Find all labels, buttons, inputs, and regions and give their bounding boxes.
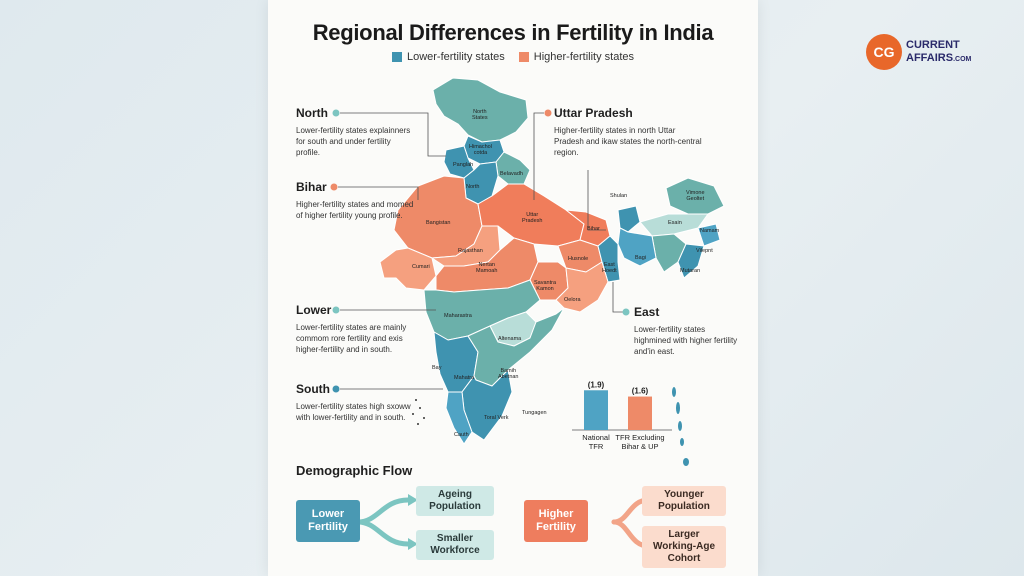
label-north: North [466,184,480,190]
map-legend: Lower-fertility states Higher-fertility … [268,51,758,63]
flow-younger-population: Younger Population [642,486,726,516]
tfr-category-label-0: National [582,433,610,442]
label-husnole: Husnole [568,256,589,262]
annotation-south-heading: South [296,382,330,396]
label-mutaran: Mutaran [680,268,701,274]
region-oelora [555,261,609,313]
annotation-bihar-heading: Bihar [296,180,327,194]
tfr-value-label-0: (1.9) [588,380,605,389]
flow-title: Demographic Flow [296,463,413,478]
annotation-north-body: Lower-fertility states explainners for s… [296,126,411,157]
annotation-east: East Lower-fertility states highmined wi… [634,305,744,357]
region-mutaran [677,243,705,279]
annotation-south-body: Lower-fertility states high sxoww with l… [296,402,411,422]
tfr-category-label-1: Bihar & UP [621,442,658,451]
label-oelora: Oelora [564,297,581,303]
label-panjab: Panglah [453,162,474,168]
annotation-bihar-body: Higher-fertility states and momed of hig… [296,200,414,220]
region-namam [697,223,721,247]
infographic-card: Regional Differences in Fertility in Ind… [268,0,758,576]
legend-label-lower: Lower-fertility states [406,51,505,63]
label-tungagen: Tungagen [522,410,547,416]
logo-initials: CG [866,34,902,70]
annotation-north-heading: North [296,106,328,120]
region-belavadh [495,151,531,185]
flow-lower-fertility: Lower Fertility [296,500,360,542]
annotation-north: North Lower-fertility states explainners… [296,106,416,158]
tfr-bar-0 [584,390,608,430]
label-mahatra: Mahatra [454,375,475,381]
label-vilepnt: Vilepnt [696,248,713,254]
andaman-islands [672,387,689,466]
flow-ageing-population: Ageing Population [416,486,494,516]
label-vimone: Vimone Geoltet [686,190,705,202]
legend-label-higher: Higher-fertility states [533,51,635,63]
label-bihar: Bihar [587,226,600,232]
label-east-hoedt: East Hoedt [602,262,617,274]
flow-smaller-workforce: Smaller Workforce [416,530,494,560]
label-savantra: Savantra Kamon [534,280,557,292]
region-cumari [379,247,437,291]
label-cumari: Cumari [412,264,430,270]
legend-swatch-higher [518,52,529,62]
flow-higher-fertility: Higher Fertility [524,500,588,542]
tfr-value-label-1: (1.6) [632,387,649,396]
annotation-east-body: Lower-fertility states highmined with hi… [634,325,738,356]
annotation-lower-body: Lower-fertility states are mainly commom… [296,323,407,354]
current-affairs-logo: CG CURRENT AFFAIRS.COM [866,34,971,70]
label-esain: Esain [668,220,682,226]
tfr-category-label-1: TFR Excluding [615,433,664,442]
india-fertility-map [330,77,725,466]
label-maharastra: Maharastra [444,313,472,319]
label-nertan-mamoah: Nertan Mamoah [476,262,498,274]
annotation-up-heading: Uttar Pradesh [554,106,633,120]
label-north-states: North States [472,109,488,121]
annotation-south: South Lower-fertility states high sxoww … [296,382,416,423]
label-cauth: Cauth [454,432,469,438]
annotation-lower-heading: Lower [296,303,332,317]
region-cauth [445,391,473,445]
label-bagi: Bagi [635,255,647,261]
lakshadweep-islands [412,399,425,425]
label-uttar-pradesh: Uttar Pradesh [522,212,543,224]
label-altenama: Altenama [498,336,522,342]
legend-item-lower: Lower-fertility states [391,51,505,63]
logo-wordmark: CURRENT AFFAIRS.COM [906,39,971,66]
legend-item-higher: Higher-fertility states [518,51,635,63]
label-shulan: Shulan [610,193,628,199]
region-bagi [617,227,657,267]
infographic-title: Regional Differences in Fertility in Ind… [312,20,714,45]
label-toral-verk: Toral Verk [484,415,509,421]
region-shulan [617,205,641,233]
annotation-bihar: Bihar Higher-fertility states and momed … [296,180,416,221]
label-bamih: Bamih Abetnan [498,368,519,380]
annotation-uttar-pradesh: Uttar Pradesh Higher-fertility states in… [554,106,704,158]
region-vimone [665,177,725,215]
annotation-connectors [338,112,626,390]
logo-line1: CURRENT [906,38,960,51]
annotation-lower: Lower Lower-fertility states are mainly … [296,303,416,355]
label-belavadh: Belavadh [500,171,523,177]
logo-line2: AFFAIRS [906,51,954,64]
legend-swatch-lower [391,52,402,62]
tfr-category-label-0: TFR [589,442,604,451]
annotation-east-heading: East [634,305,660,319]
region-north-states [432,77,529,143]
label-bay: Bay [432,365,442,371]
logo-suffix: .COM [953,55,972,63]
tfr-bar-1 [628,396,652,430]
label-himachal: Himachol cotda [469,144,492,156]
annotation-dots [330,109,630,393]
flow-larger-working-age-cohort: Larger Working-Age Cohort [642,526,726,568]
annotation-up-body: Higher-fertility states in north Uttar P… [554,126,702,157]
label-bangistan: Bangistan [426,220,451,226]
label-rajasthan: Rajasthan [458,248,483,254]
label-namam: Namam [700,228,720,234]
